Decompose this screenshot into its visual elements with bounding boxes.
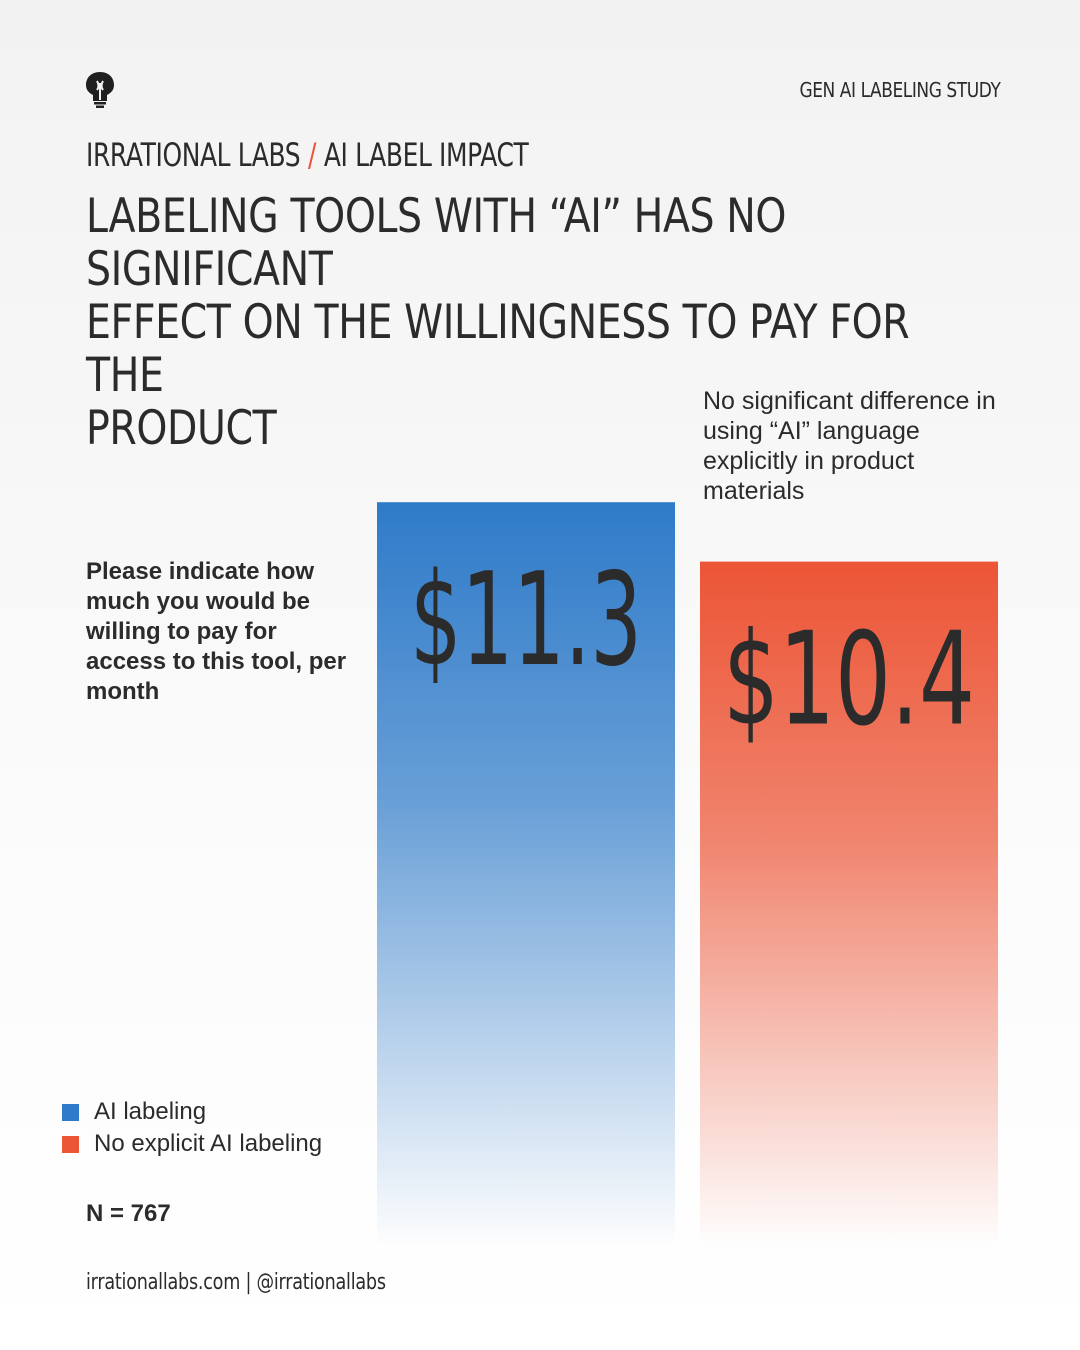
breadcrumb-brand: IRRATIONAL LABS xyxy=(86,136,301,174)
legend-label: AI labeling xyxy=(94,1098,207,1125)
chart-legend: AI labeling No explicit AI labeling xyxy=(62,1096,322,1160)
bar-value-label: $11.3 xyxy=(410,546,642,695)
survey-question: Please indicate how much you would be wi… xyxy=(86,558,347,705)
title-line: PRODUCT xyxy=(86,401,277,456)
bar-ai-labeling xyxy=(377,502,675,1248)
legend-swatch-blue xyxy=(62,1103,79,1121)
legend-label: No explicit AI labeling xyxy=(94,1130,323,1157)
page-title: LABELING TOOLS WITH “AI” HAS NO SIGNIFIC… xyxy=(86,190,976,455)
title-line: EFFECT ON THE WILLINGNESS TO PAY FOR THE xyxy=(86,295,910,403)
legend-swatch-red xyxy=(62,1135,79,1153)
footer-links: irrationallabs.com | @irrationallabs xyxy=(86,1270,386,1295)
sample-size: N = 767 xyxy=(86,1200,171,1227)
title-line: LABELING TOOLS WITH “AI” HAS NO SIGNIFIC… xyxy=(86,189,787,297)
breadcrumb-section: AI LABEL IMPACT xyxy=(323,136,529,174)
legend-item-no-ai-labeling: No explicit AI labeling xyxy=(62,1128,322,1160)
irrational-labs-logo-icon xyxy=(84,70,116,108)
annotation-note: No significant difference in using “AI” … xyxy=(703,387,996,505)
study-tag: GEN AI LABELING STUDY xyxy=(799,78,1000,102)
breadcrumb: IRRATIONAL LABS / AI LABEL IMPACT xyxy=(86,136,529,174)
bar-value-label: $10.4 xyxy=(723,606,975,755)
legend-item-ai-labeling: AI labeling xyxy=(62,1096,322,1128)
bar-no-explicit-ai-labeling xyxy=(700,561,998,1248)
breadcrumb-separator: / xyxy=(308,136,317,174)
